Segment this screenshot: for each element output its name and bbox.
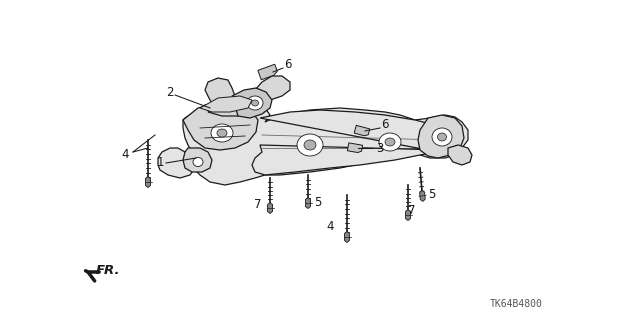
Polygon shape (200, 96, 252, 112)
Text: 4: 4 (326, 219, 333, 233)
Text: 6: 6 (284, 58, 292, 71)
Polygon shape (208, 96, 256, 116)
Text: TK64B4800: TK64B4800 (490, 299, 543, 309)
Polygon shape (448, 145, 472, 165)
Polygon shape (268, 203, 273, 213)
Polygon shape (183, 148, 212, 172)
Text: 2: 2 (166, 86, 173, 100)
Text: 1: 1 (156, 157, 164, 169)
Text: 4: 4 (121, 149, 129, 161)
Text: 5: 5 (428, 188, 436, 201)
Polygon shape (255, 76, 290, 100)
Text: 3: 3 (376, 142, 384, 154)
Text: 7: 7 (408, 204, 416, 217)
Polygon shape (158, 100, 468, 185)
Text: 6: 6 (381, 118, 388, 131)
Polygon shape (418, 115, 464, 158)
Ellipse shape (438, 133, 447, 141)
Ellipse shape (432, 128, 452, 146)
Polygon shape (258, 64, 277, 80)
Ellipse shape (379, 133, 401, 151)
Polygon shape (348, 143, 363, 152)
Polygon shape (344, 232, 349, 242)
Polygon shape (145, 176, 150, 188)
Ellipse shape (217, 129, 227, 137)
Polygon shape (252, 110, 450, 175)
Ellipse shape (211, 124, 233, 142)
Ellipse shape (193, 158, 203, 167)
Polygon shape (354, 125, 370, 136)
Polygon shape (420, 190, 425, 201)
Text: FR.: FR. (96, 263, 120, 277)
Ellipse shape (252, 100, 259, 106)
Polygon shape (183, 103, 258, 150)
Text: 7: 7 (254, 198, 262, 211)
Polygon shape (406, 210, 410, 220)
Ellipse shape (247, 96, 263, 110)
Ellipse shape (385, 138, 395, 146)
Polygon shape (205, 78, 235, 108)
Ellipse shape (297, 134, 323, 156)
Polygon shape (232, 88, 272, 118)
Polygon shape (305, 197, 310, 209)
Ellipse shape (304, 140, 316, 150)
Text: 5: 5 (314, 197, 322, 210)
